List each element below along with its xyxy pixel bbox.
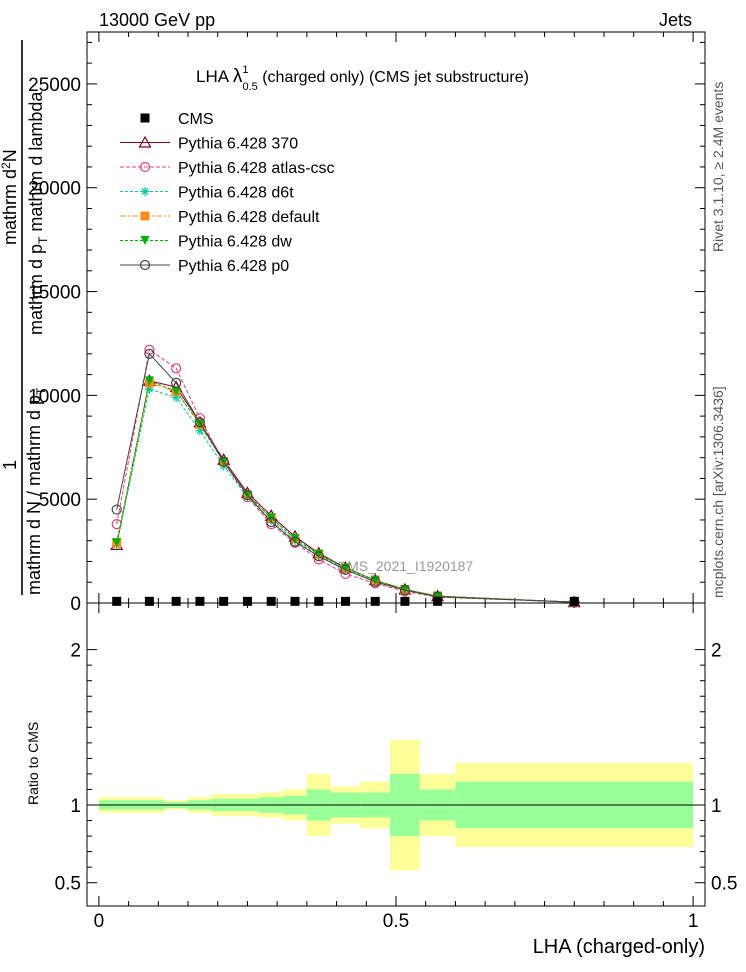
cms-point xyxy=(569,596,579,606)
series-point xyxy=(171,386,181,396)
cms-point xyxy=(433,596,443,606)
series-point xyxy=(400,585,410,595)
header-right: Jets xyxy=(659,10,692,30)
series-line xyxy=(116,380,575,603)
rivet-label: Rivet 3.1.10, ≥ 2.4M events xyxy=(710,82,726,252)
series-point xyxy=(194,417,206,428)
legend-marker xyxy=(140,211,150,221)
cms-point xyxy=(266,596,276,606)
series-point xyxy=(290,534,300,544)
main-ytick-label: 10000 xyxy=(28,386,81,407)
cms-point xyxy=(340,596,350,606)
ratio-bands xyxy=(87,739,705,871)
legend-label: Pythia 6.428 d6t xyxy=(178,185,294,202)
legend-label: Pythia 6.428 default xyxy=(178,209,320,226)
ylabel-one: 1 xyxy=(0,460,20,470)
star-stroke xyxy=(141,187,149,196)
x-tick-label: 0 xyxy=(94,911,105,932)
x-tick-label: 0.5 xyxy=(383,911,409,932)
title-lambda: λ xyxy=(233,66,243,87)
series-point xyxy=(144,376,154,386)
series-point xyxy=(195,419,205,429)
ratio-ytick-label-right: 1 xyxy=(711,796,722,817)
legend-label: Pythia 6.428 dw xyxy=(178,234,292,251)
mcplots-label: mcplots.cern.ch [arXiv:1306.3436] xyxy=(710,386,726,598)
series-point xyxy=(144,348,155,359)
cms-point xyxy=(290,596,300,606)
series-point xyxy=(370,576,381,587)
legend-marker xyxy=(138,135,152,148)
header-left: 13000 GeV pp xyxy=(99,10,215,30)
series-point xyxy=(313,551,324,562)
series-point xyxy=(289,536,301,547)
cms-point xyxy=(144,596,154,606)
series-point xyxy=(218,456,229,467)
legend-marker xyxy=(140,113,150,123)
title-sup: 1 xyxy=(242,64,248,76)
ratio-ticks: 0.5 0.5 1 1 2 2 xyxy=(55,641,738,895)
x-tick-label: 1 xyxy=(688,911,699,932)
cms-point xyxy=(195,596,205,606)
x-axis-label: LHA (charged-only) xyxy=(533,936,705,958)
cms-point xyxy=(314,596,324,606)
main-ticks: 0 5000 10000 15000 20000 25000 xyxy=(28,41,705,615)
ylabel-line3: mathrm d pT mathrm d lambda xyxy=(26,91,50,335)
chart-title: LHA λ1 0.5 (charged only) (CMS jet substr… xyxy=(196,64,529,93)
title-rest: (charged only) (CMS jet substructure) xyxy=(258,69,529,86)
watermark: CMS_2021_I1920187 xyxy=(337,558,473,574)
cms-point xyxy=(171,596,181,606)
legend-label: Pythia 6.428 370 xyxy=(178,136,298,153)
ratio-ytick-label-right: 0.5 xyxy=(711,874,737,895)
cms-points xyxy=(112,596,579,606)
ylabel-line2: mathrm d2N xyxy=(0,149,20,245)
legend-marker xyxy=(139,259,151,271)
ratio-ytick-label-left: 2 xyxy=(70,641,81,662)
series-line xyxy=(116,352,575,603)
ylabel-line1: mathrm d N / mathrm d pT xyxy=(24,387,48,595)
main-ytick-label: 20000 xyxy=(28,179,81,200)
series-point xyxy=(242,489,253,501)
ratio-ytick-label-left: 0.5 xyxy=(55,874,81,895)
main-ytick-label: 5000 xyxy=(39,490,81,511)
cms-point xyxy=(219,596,229,606)
ratio-ytick-label-right: 2 xyxy=(711,641,722,662)
cms-point xyxy=(242,596,252,606)
series-point xyxy=(111,504,122,515)
series-line xyxy=(116,348,575,603)
series-lines xyxy=(110,344,581,608)
legend: CMS Pythia 6.428 370 Pythia 6.428 atlas-cs… xyxy=(120,111,335,275)
legend-marker xyxy=(140,236,150,245)
legend-marker xyxy=(139,161,151,173)
main-ytick-label: 25000 xyxy=(28,75,81,96)
cms-point xyxy=(112,596,122,606)
legend-label: Pythia 6.428 atlas-csc xyxy=(178,160,335,177)
series-point xyxy=(266,516,277,528)
main-ytick-label: 15000 xyxy=(28,283,81,304)
series-point xyxy=(399,585,411,596)
cms-point xyxy=(400,596,410,606)
cms-point xyxy=(370,596,380,606)
title-prefix: LHA xyxy=(196,67,233,86)
series-point xyxy=(340,564,351,575)
legend-label: Pythia 6.428 p0 xyxy=(178,258,289,275)
series-point xyxy=(433,591,443,601)
ratio-ytick-label-left: 1 xyxy=(70,796,81,817)
title-sub: 0.5 xyxy=(242,81,257,93)
series-point xyxy=(171,377,182,389)
legend-label: CMS xyxy=(178,111,214,128)
series-point xyxy=(171,363,182,374)
series-point xyxy=(112,538,122,548)
legend-marker xyxy=(140,187,150,196)
y-axis-label-top: mathrm d N / mathrm d pT 1 mathrm d2N ma… xyxy=(0,40,50,595)
main-ytick-label: 0 xyxy=(70,594,81,615)
y-axis-label-ratio: Ratio to CMS xyxy=(25,722,41,805)
